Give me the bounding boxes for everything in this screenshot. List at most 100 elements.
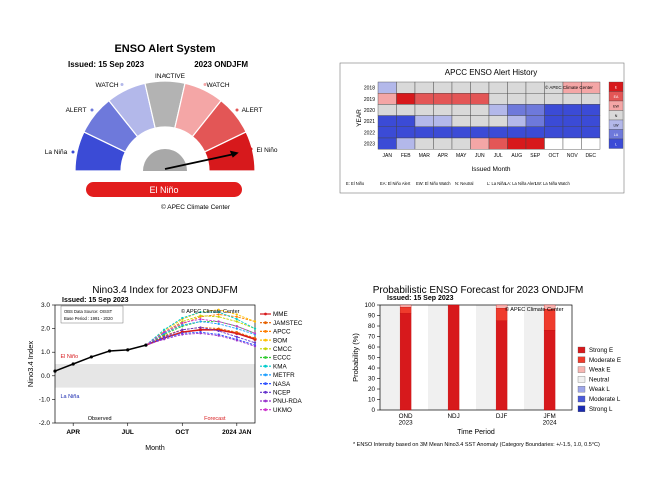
heatmap-month-label: MAY xyxy=(456,153,467,159)
observed-line xyxy=(54,344,147,372)
history-legend-item: E: El Niño xyxy=(346,181,365,186)
heatmap-cell xyxy=(562,126,582,139)
heatmap-cell xyxy=(507,115,527,127)
forecast-point xyxy=(217,320,220,323)
forecast-point xyxy=(181,321,184,324)
forecast-point xyxy=(199,320,202,323)
nino-legend-marker xyxy=(264,390,267,394)
prob-ytick-label: 70 xyxy=(368,334,376,341)
prob-ytick-label: 20 xyxy=(368,386,376,393)
prob-bg-stripe xyxy=(380,305,402,410)
heatmap-legend-key: L xyxy=(615,142,617,146)
nino-legend-marker xyxy=(264,399,267,403)
heatmap-cell xyxy=(377,137,397,150)
heatmap-cell xyxy=(562,115,582,127)
nino-ytick-label: 1.0 xyxy=(41,349,50,356)
heatmap-cell xyxy=(451,92,471,105)
prob-legend-label: Weak L xyxy=(589,386,610,393)
prob-ytick-label: 10 xyxy=(368,397,376,404)
forecast-point xyxy=(181,316,184,320)
history-frame xyxy=(339,62,625,194)
forecast-point xyxy=(162,335,166,338)
prob-xlabel: Time Period xyxy=(457,429,495,436)
prob-bar-segment xyxy=(399,306,412,314)
heatmap-cell xyxy=(525,81,545,94)
dot-alert-left xyxy=(90,108,94,112)
heatmap-month-label: JUL xyxy=(494,153,503,159)
heatmap-cell xyxy=(488,104,508,116)
nino-legend-marker xyxy=(264,382,267,385)
history-legend-item: LW: La Niña Watch xyxy=(535,181,570,186)
nino-legend-marker xyxy=(264,364,267,368)
forecast-point xyxy=(217,329,220,333)
nino-legend-label: BOM xyxy=(273,337,287,344)
nino-legend-marker xyxy=(264,312,267,316)
heatmap-cell xyxy=(396,115,416,127)
heatmap-cell xyxy=(525,104,545,116)
nino-issued: Issued: 15 Sep 2023 xyxy=(62,297,129,304)
heatmap-cell xyxy=(470,81,490,94)
forecast-point xyxy=(217,308,220,311)
heatmap-cell xyxy=(470,115,490,127)
forecast-point xyxy=(253,345,257,348)
prob-legend: Strong E Moderate E Weak E Neutral Weak L Mod… xyxy=(577,346,621,413)
heatmap-legend-swatch xyxy=(608,138,624,149)
history-legend-item: L: La Niña xyxy=(487,181,506,186)
alert-history-panel: APCC ENSO Alert History YEAR 2018 2019 202… xyxy=(339,62,625,194)
heatmap-cell xyxy=(433,104,453,116)
heatmap-cell xyxy=(562,104,582,116)
prob-bar-segment xyxy=(543,330,556,411)
dot-el-nino xyxy=(249,147,253,151)
forecast-point xyxy=(253,327,257,330)
prob-bg-stripe xyxy=(476,305,498,410)
heatmap-month-label: DEC xyxy=(585,153,596,159)
observed-point xyxy=(126,348,130,352)
heatmap-cell xyxy=(396,126,416,139)
label-el-nino: El Niño xyxy=(257,147,278,154)
prob-legend-label: Moderate E xyxy=(589,357,621,364)
heatmap-legend-key: LW xyxy=(613,123,619,127)
prob-legend-swatch xyxy=(577,366,586,373)
nino-legend-label: NCEP xyxy=(273,390,291,397)
prob-bar-segment xyxy=(495,320,508,411)
forecast-point xyxy=(198,328,203,332)
prob-ytick-label: 80 xyxy=(368,323,376,330)
heatmap-cell xyxy=(377,126,397,139)
heatmap-cell xyxy=(451,115,471,127)
alert-period: 2023 ONDJFM xyxy=(194,60,248,69)
nino-legend-label: APCC xyxy=(273,329,291,336)
heatmap-cell xyxy=(377,104,397,116)
heatmap-cell xyxy=(470,126,490,139)
label-la-nina: La Niña xyxy=(45,149,68,156)
status-bar xyxy=(86,182,242,197)
gauge-needle-tip xyxy=(229,150,239,158)
prob-category-label: 2024 xyxy=(543,420,558,427)
heatmap-legend: E EA EW N LW LA L xyxy=(608,81,624,149)
heatmap-cell xyxy=(507,104,527,116)
prob-category-label: JFM xyxy=(543,413,555,420)
heatmap-cell xyxy=(433,115,453,127)
forecast-point xyxy=(181,328,184,331)
dot-la-nina xyxy=(71,150,75,154)
heatmap-legend-key: LA xyxy=(614,133,619,137)
nino-ytick-label: 2.0 xyxy=(41,326,50,333)
heatmap-month-label: OCT xyxy=(548,153,559,159)
forecast-point xyxy=(217,322,220,325)
observed-label: Observed xyxy=(88,416,112,422)
nino-legend-marker xyxy=(264,330,267,333)
alert-title: ENSO Alert System xyxy=(114,43,215,55)
prob-category-label: 2023 xyxy=(399,420,414,427)
nino-legend-label: UKMO xyxy=(273,407,292,414)
forecast-point xyxy=(162,328,166,331)
heatmap-month-label: JAN xyxy=(383,153,393,159)
heatmap-cell xyxy=(470,104,490,116)
prob-bar-segment xyxy=(543,304,556,310)
heatmap-month-label: MAR xyxy=(419,153,431,159)
label-inactive: INACTIVE xyxy=(155,73,186,80)
heatmap-cell xyxy=(470,137,490,150)
heatmap-month-label: AUG xyxy=(511,153,522,159)
nino-ytick-label: -1.0 xyxy=(39,396,51,403)
observed-point xyxy=(53,369,57,373)
alert-system-panel: ENSO Alert System Issued: 15 Sep 2023 20… xyxy=(45,43,278,211)
